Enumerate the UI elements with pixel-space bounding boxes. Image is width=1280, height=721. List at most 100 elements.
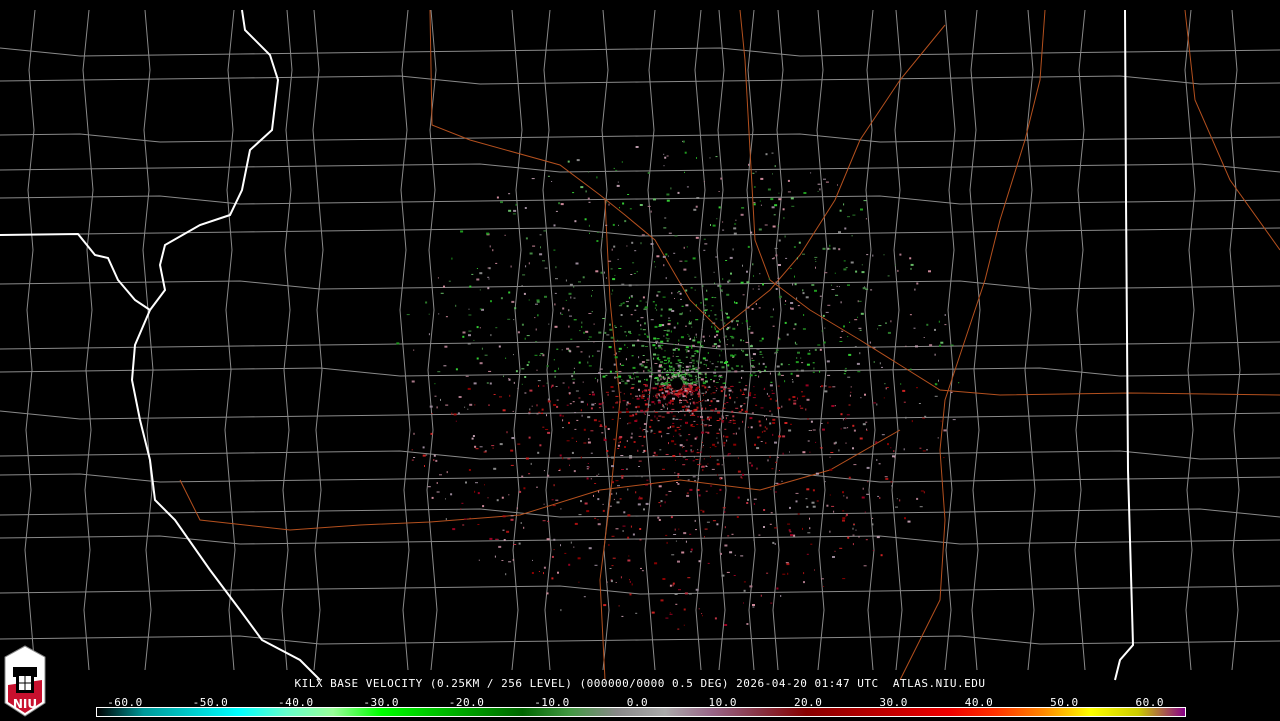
velocity-echo (720, 390, 723, 393)
velocity-echo (766, 572, 769, 574)
velocity-echo (812, 429, 816, 431)
velocity-echo (597, 379, 599, 382)
velocity-echo (773, 214, 776, 216)
velocity-echo (502, 409, 506, 412)
velocity-echo (496, 196, 499, 199)
velocity-echo (918, 403, 921, 404)
velocity-echo (672, 403, 674, 405)
velocity-echo (590, 430, 594, 432)
velocity-echo (650, 243, 654, 245)
velocity-echo (740, 213, 744, 216)
velocity-echo (632, 366, 636, 369)
velocity-echo (667, 407, 668, 410)
velocity-echo (810, 172, 812, 174)
velocity-echo (785, 562, 789, 564)
velocity-echo (689, 365, 691, 368)
velocity-echo (726, 344, 728, 346)
velocity-echo (654, 562, 658, 565)
velocity-echo (729, 326, 731, 329)
velocity-echo (772, 325, 775, 327)
velocity-echo (592, 290, 593, 291)
velocity-echo (722, 409, 724, 411)
velocity-echo (715, 330, 719, 333)
velocity-echo (653, 353, 656, 356)
velocity-echo (766, 418, 767, 421)
velocity-echo (513, 319, 515, 321)
velocity-echo (635, 146, 639, 148)
velocity-echo (697, 341, 701, 344)
velocity-echo (490, 334, 492, 337)
velocity-echo (782, 573, 786, 575)
velocity-echo (770, 602, 773, 604)
velocity-echo (877, 328, 878, 330)
velocity-echo (656, 417, 658, 420)
velocity-echo (681, 376, 685, 379)
velocity-echo (824, 481, 826, 483)
velocity-echo (821, 329, 823, 332)
velocity-echo (671, 408, 675, 410)
velocity-echo (740, 370, 744, 372)
velocity-echo (692, 365, 695, 368)
velocity-echo (544, 267, 548, 269)
velocity-echo (583, 428, 586, 431)
velocity-echo (691, 398, 693, 400)
velocity-echo (663, 378, 666, 380)
velocity-echo (782, 452, 784, 455)
velocity-echo (704, 298, 708, 301)
velocity-echo (802, 253, 805, 255)
velocity-echo (769, 422, 772, 425)
velocity-echo (521, 383, 523, 385)
velocity-echo (703, 181, 705, 183)
velocity-echo (807, 352, 811, 355)
velocity-echo (665, 454, 669, 455)
velocity-echo (672, 393, 674, 396)
velocity-echo (568, 325, 570, 328)
velocity-echo (608, 203, 610, 206)
velocity-echo (619, 498, 622, 500)
velocity-echo (618, 442, 620, 444)
velocity-echo (671, 375, 675, 378)
velocity-echo (789, 451, 790, 453)
velocity-echo (650, 367, 652, 370)
velocity-echo (711, 296, 714, 298)
velocity-echo (568, 292, 572, 295)
velocity-echo (662, 376, 664, 379)
velocity-echo (633, 372, 637, 374)
velocity-echo (685, 378, 687, 380)
velocity-echo (624, 382, 628, 385)
velocity-echo (461, 502, 464, 504)
velocity-echo (598, 407, 601, 409)
velocity-echo (479, 308, 482, 310)
velocity-echo (615, 492, 617, 495)
velocity-echo (630, 274, 633, 275)
velocity-echo (630, 387, 634, 389)
velocity-echo (685, 346, 689, 349)
velocity-echo (800, 369, 804, 372)
velocity-echo (639, 204, 643, 206)
velocity-echo (553, 249, 556, 251)
velocity-echo (644, 366, 648, 369)
velocity-echo (769, 456, 771, 458)
velocity-echo (659, 392, 661, 394)
velocity-echo (591, 391, 594, 393)
velocity-echo (690, 287, 693, 289)
velocity-echo (658, 430, 662, 433)
velocity-echo (675, 363, 679, 365)
velocity-echo (700, 378, 704, 381)
velocity-echo (553, 224, 556, 227)
velocity-echo (690, 394, 693, 396)
velocity-echo (709, 447, 711, 448)
velocity-echo (750, 426, 753, 429)
velocity-echo (677, 376, 679, 377)
velocity-echo (788, 364, 790, 366)
velocity-echo (810, 543, 813, 545)
velocity-echo (714, 335, 717, 338)
velocity-echo (829, 530, 831, 533)
velocity-echo (476, 357, 479, 360)
velocity-echo (688, 368, 691, 370)
velocity-echo (812, 505, 816, 508)
velocity-echo (671, 292, 673, 295)
velocity-echo (943, 429, 947, 432)
velocity-echo (694, 336, 695, 339)
